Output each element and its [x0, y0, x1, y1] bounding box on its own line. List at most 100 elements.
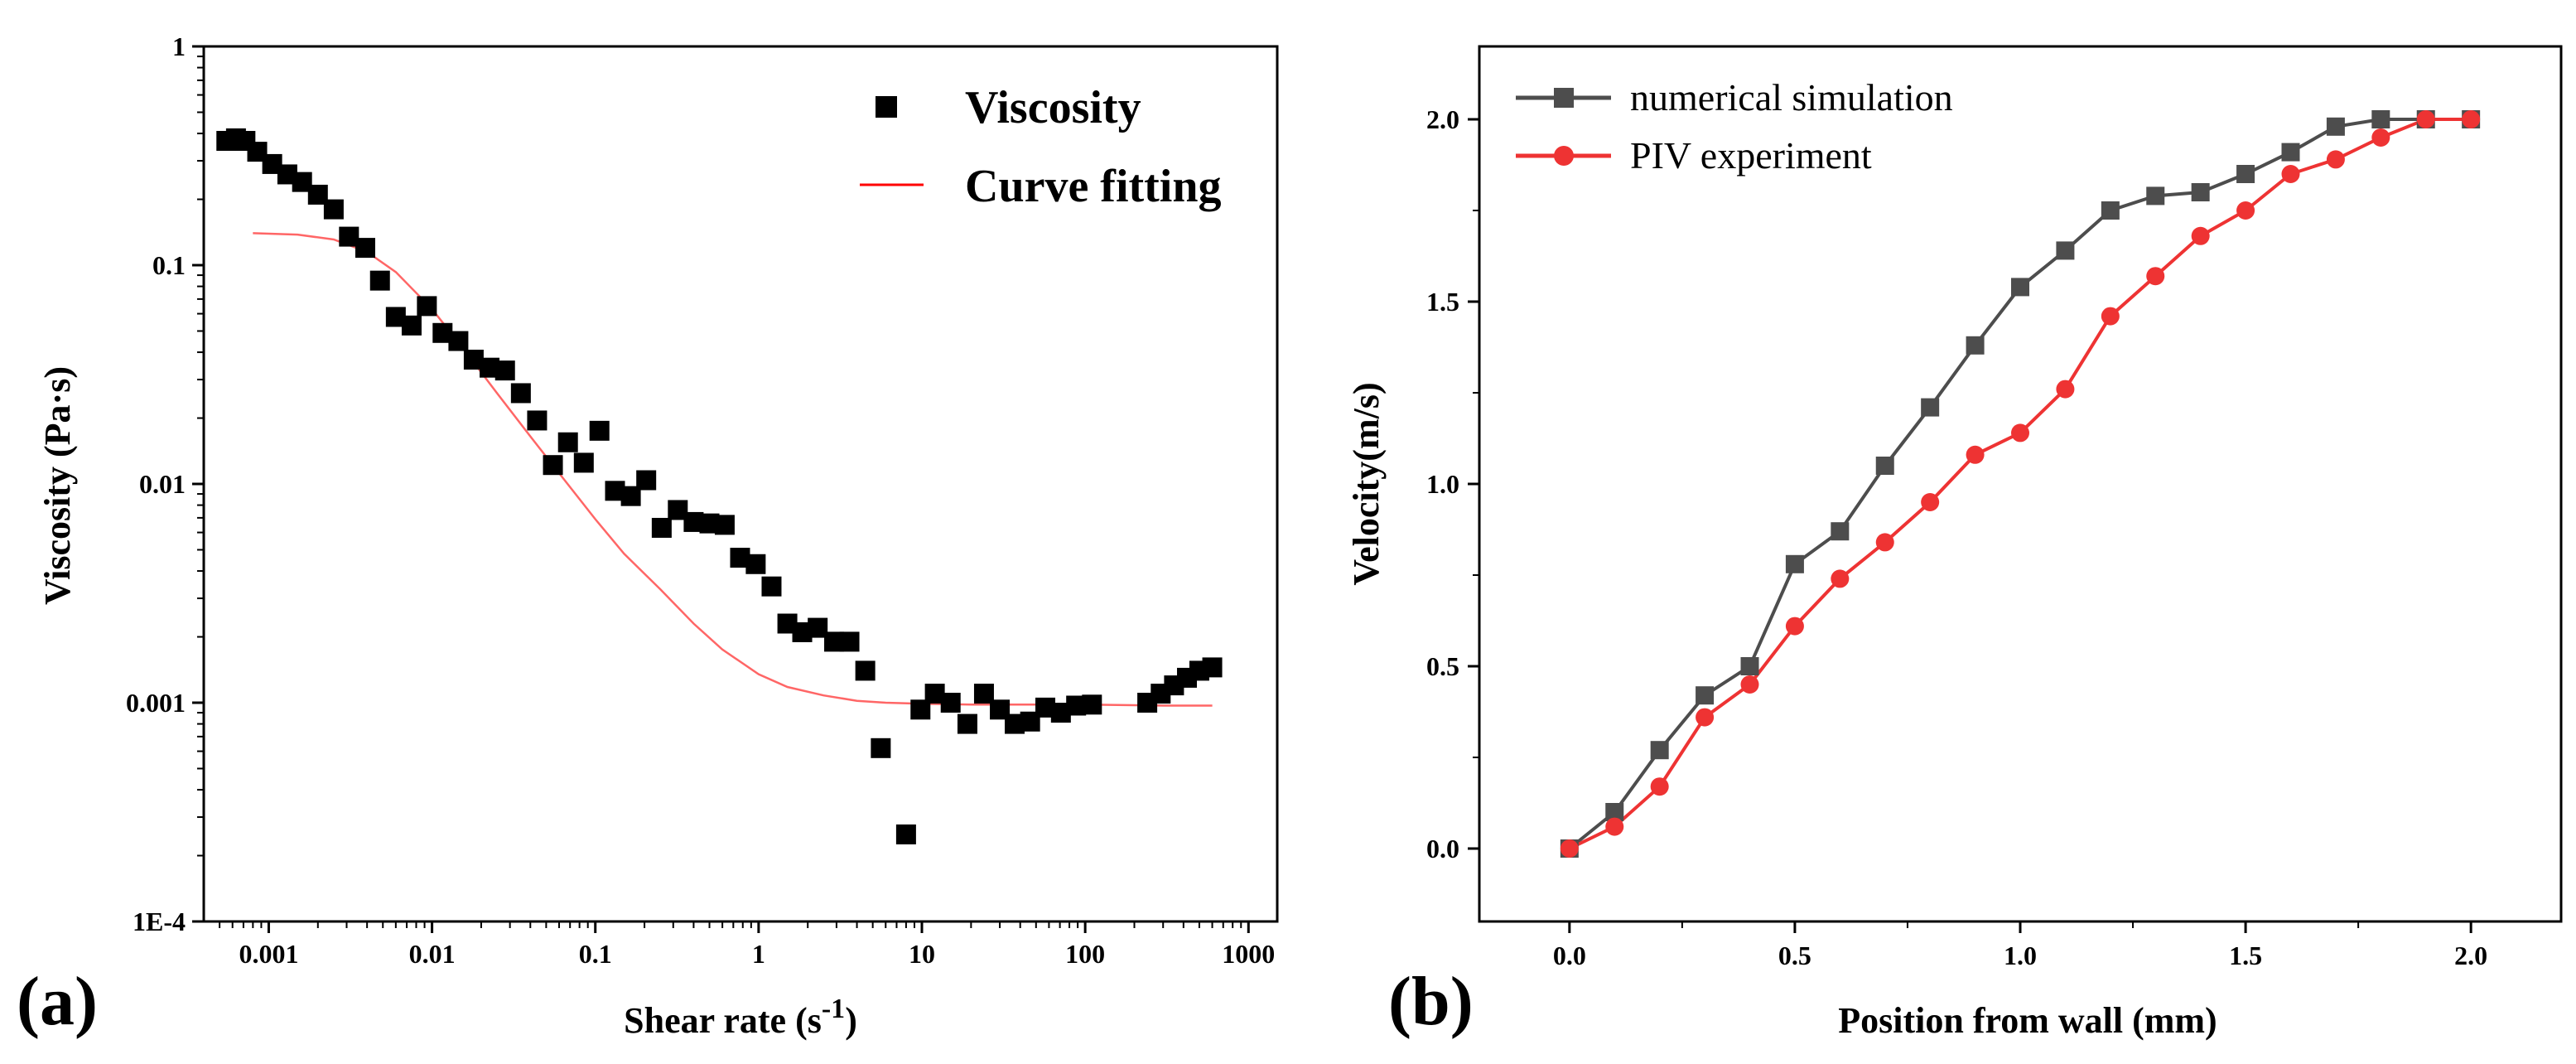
panel-a-xlabel-end: ) [845, 1000, 857, 1041]
numerical-simulation-point [1740, 657, 1759, 675]
piv-experiment-point [1875, 533, 1894, 552]
panel-b-label: (b) [1388, 963, 1474, 1040]
numerical-simulation-point [2146, 186, 2165, 206]
piv-experiment-point [2371, 128, 2390, 147]
numerical-simulation-point [1966, 336, 1985, 355]
viscosity-point [355, 238, 375, 259]
numerical-simulation-point [2281, 143, 2300, 162]
viscosity-point [527, 410, 548, 431]
viscosity-point [573, 452, 594, 473]
panel-a-markers [216, 128, 1223, 844]
viscosity-point [651, 517, 672, 538]
numerical-simulation-point [1831, 522, 1850, 541]
x-tick-label: 2.0 [2454, 941, 2487, 970]
viscosity-point [871, 738, 891, 758]
numerical-simulation-point [1921, 398, 1940, 417]
viscosity-point [855, 660, 876, 681]
numerical-simulation-point [1605, 803, 1624, 821]
numerical-simulation-point [2056, 241, 2075, 260]
x-tick-label: 0.0 [1553, 941, 1586, 970]
panel-a-label: (a) [17, 963, 98, 1040]
numerical-simulation-point [1785, 554, 1804, 573]
numerical-simulation-line [1568, 118, 2472, 850]
panel-b-velocity-chart: 0.0 0.5 1.0 1.5 2.0 0.0 0.5 1.0 1.5 2.0 numerical… [1346, 45, 2563, 1041]
viscosity-point [1082, 694, 1102, 715]
piv-experiment-point [2101, 307, 2120, 326]
panel-b-ylabel: Velocity(m/s) [1346, 382, 1387, 585]
legend-numerical-simulation-label: numerical simulation [1630, 76, 1953, 118]
numerical-simulation-point [1875, 457, 1894, 475]
panel-a-ticks: 0.001 0.01 0.1 1 10 100 1000 1E-4 0.001 0.01 0.1 1 [126, 31, 1275, 969]
x-tick-label: 0.01 [409, 939, 456, 969]
panel-a-fit-curve [253, 232, 1213, 707]
viscosity-point [417, 296, 437, 317]
panel-a-xlabel-sup: -1 [822, 994, 845, 1024]
curve-fitting-line [253, 232, 1213, 707]
viscosity-point [543, 455, 563, 476]
panel-a-xlabel: Shear rate (s-1) [624, 994, 857, 1041]
piv-experiment-point [2056, 380, 2075, 399]
numerical-simulation-point [2011, 278, 2029, 297]
panel-b-ticks: 0.0 0.5 1.0 1.5 2.0 0.0 0.5 1.0 1.5 2.0 [1426, 104, 2487, 970]
piv-experiment-point [2416, 110, 2435, 128]
x-tick-label: 0.5 [1778, 941, 1811, 970]
x-tick-label: 1.5 [2229, 941, 2262, 970]
y-tick-label: 1 [172, 31, 186, 61]
piv-experiment-point [2191, 226, 2210, 245]
legend-viscosity-marker [876, 96, 897, 118]
x-tick-label: 0.001 [239, 939, 298, 969]
numerical-simulation-point [2326, 117, 2345, 136]
y-tick-label: 1.5 [1426, 287, 1459, 317]
x-tick-label: 1 [752, 939, 765, 969]
viscosity-point [401, 315, 422, 336]
viscosity-point [589, 420, 610, 441]
viscosity-point [839, 631, 860, 652]
piv-experiment-point [2146, 267, 2165, 286]
viscosity-point [957, 713, 977, 734]
panel-a-xlabel-main: Shear rate (s [624, 1000, 822, 1041]
legend-piv-experiment-marker [1554, 146, 1574, 166]
panel-b-plot-frame [1478, 45, 2563, 923]
numerical-simulation-point [1696, 686, 1715, 705]
viscosity-point [636, 470, 657, 491]
viscosity-point [761, 576, 782, 597]
piv-experiment-point [2011, 423, 2029, 443]
panel-b-series-lines [1568, 118, 2472, 850]
y-tick-label: 1.0 [1426, 469, 1459, 499]
viscosity-point [369, 270, 390, 291]
y-tick-label: 1E-4 [133, 907, 186, 936]
numerical-simulation-point [2236, 165, 2255, 183]
viscosity-point [895, 824, 916, 844]
piv-experiment-point [1966, 445, 1985, 464]
piv-experiment-point [2281, 165, 2300, 183]
panel-a-legend: Viscosity Curve fitting [860, 82, 1222, 212]
y-tick-label: 2.0 [1426, 104, 1459, 134]
piv-experiment-line [1568, 118, 2472, 850]
y-tick-label: 0.1 [152, 250, 186, 280]
x-tick-label: 100 [1065, 939, 1105, 969]
x-tick-label: 10 [909, 939, 935, 969]
panel-b-xlabel: Position from wall (mm) [1838, 1000, 2217, 1041]
viscosity-point [714, 515, 735, 535]
legend-curve-fitting-label: Curve fitting [965, 161, 1222, 212]
viscosity-point [1202, 657, 1223, 678]
y-tick-label: 0.01 [139, 469, 186, 499]
panel-b-legend: numerical simulation PIV experiment [1516, 76, 1953, 177]
piv-experiment-point [2326, 150, 2345, 169]
piv-experiment-point [1921, 493, 1940, 511]
viscosity-point [940, 693, 961, 713]
y-tick-label: 0.0 [1426, 834, 1459, 863]
viscosity-point [557, 432, 578, 452]
x-tick-label: 0.1 [579, 939, 612, 969]
x-tick-label: 1.0 [2004, 941, 2037, 970]
legend-piv-experiment-label: PIV experiment [1630, 134, 1872, 177]
panel-b-markers [1560, 110, 2481, 858]
numerical-simulation-point [2191, 183, 2210, 201]
legend-numerical-simulation-marker [1554, 88, 1574, 108]
piv-experiment-point [1650, 777, 1669, 796]
numerical-simulation-point [2101, 201, 2120, 220]
y-tick-label: 0.5 [1426, 651, 1459, 681]
piv-experiment-point [2236, 201, 2255, 220]
piv-experiment-point [1560, 839, 1579, 858]
